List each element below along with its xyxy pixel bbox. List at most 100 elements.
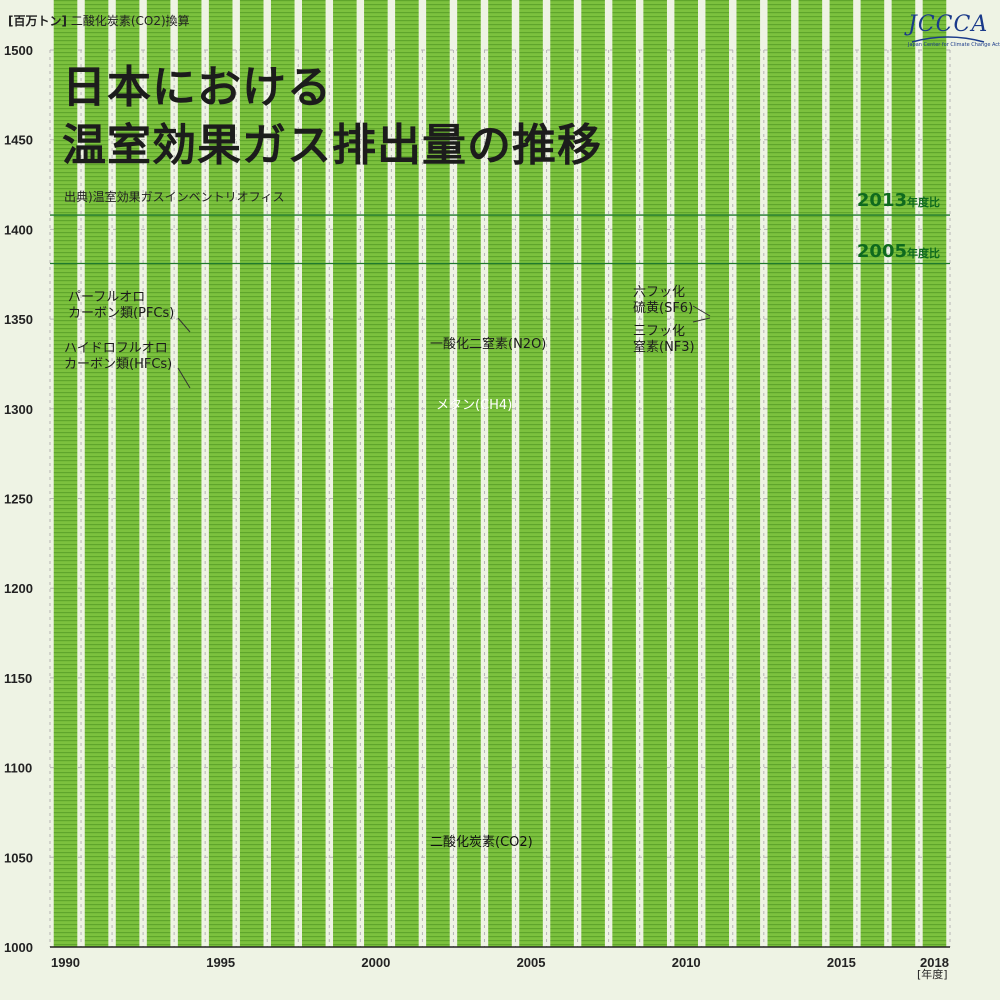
label-nf3-line1: 三フッ化 — [633, 324, 686, 339]
bar-segment-co2 — [736, 0, 761, 948]
bar-2004 — [488, 0, 512, 947]
label-pfc-line1: パーフルオロ — [68, 290, 146, 305]
jccca-logo: JCCCA Japan Center for Climate Change Ac… — [908, 12, 1000, 56]
bar-segment-co2 — [767, 0, 792, 947]
bar-segment-co2 — [829, 0, 854, 947]
bar-segment-co2 — [581, 0, 605, 947]
x-tick-label: 2010 — [672, 955, 701, 970]
bar-segment-co2 — [457, 0, 481, 948]
y-tick-label: 1300 — [4, 402, 33, 417]
y-tick-label: 1100 — [4, 761, 32, 776]
bar-1992 — [115, 0, 140, 947]
label-nf3: 三フッ化 窒素(NF3) — [633, 324, 695, 357]
bar-2000 — [364, 0, 388, 948]
bar-2013 — [767, 0, 792, 947]
y-tick-label: 1350 — [4, 312, 33, 327]
page-title-line2: 温室効果ガス排出量の推移 — [62, 120, 602, 171]
label-nf3-line2: 窒素(NF3) — [633, 340, 695, 356]
bar-2003 — [457, 0, 481, 948]
bar-2001 — [395, 0, 419, 947]
leader-pfc — [177, 317, 191, 333]
bar-2002 — [426, 0, 450, 947]
label-hfc-line1: ハイドロフルオロ — [64, 341, 168, 356]
y-tick-label: 1400 — [4, 222, 33, 237]
leader-lines — [177, 305, 711, 389]
label-hfc: ハイドロフルオロ カーボン類(HFCs) — [64, 341, 172, 374]
logo-text: JCCCA — [908, 12, 989, 37]
ref-2013-suffix: 年度比 — [907, 196, 940, 209]
page-title-line1: 日本における — [62, 62, 332, 113]
bar-1996 — [239, 0, 264, 947]
reference-lines — [50, 214, 950, 265]
bar-1998 — [302, 0, 326, 947]
bar-segment-co2 — [53, 0, 78, 947]
ref-2005-suffix: 年度比 — [907, 247, 940, 260]
bar-segment-co2 — [550, 0, 574, 947]
bar-segment-co2 — [146, 0, 171, 947]
bar-1994 — [177, 0, 202, 948]
leader-hfc — [177, 367, 191, 389]
ref-2005-year: 2005 — [856, 241, 907, 262]
ref-2005-label: 2005年度比 — [857, 241, 940, 262]
y-tick-label: 1450 — [4, 133, 33, 148]
bar-2006 — [550, 0, 574, 947]
bar-2016 — [860, 0, 885, 947]
bar-2018 — [922, 0, 947, 947]
label-pfc-line2: カーボン類(PFCs) — [68, 306, 175, 322]
bar-2007 — [581, 0, 605, 947]
bar-2009 — [643, 0, 667, 948]
axis-layer: 1000 1050 1100 1150 1200 1250 1300 1350 1400 1450… — [4, 43, 950, 970]
logo-arc-icon — [911, 36, 985, 43]
label-co2: 二酸化炭素(CO2) — [430, 835, 533, 850]
bar-segment-co2 — [922, 0, 947, 947]
y-tick-label: 1250 — [4, 492, 33, 507]
bar-segment-co2 — [302, 0, 326, 947]
label-pfc: パーフルオロ カーボン類(PFCs) — [68, 290, 174, 323]
label-n2o: 一酸化二窒素(N2O) — [430, 337, 547, 352]
source-note: 出典)温室効果ガスインベントリオフィス — [64, 190, 285, 204]
y-tick-label: 1200 — [4, 581, 33, 596]
ref-2013-year: 2013 — [856, 190, 907, 211]
bars-layer — [53, 0, 947, 948]
bar-2010 — [674, 0, 698, 947]
bar-segment-co2 — [705, 0, 730, 947]
x-tick-label: 2005 — [517, 955, 546, 970]
bar-2015 — [829, 0, 854, 947]
y-tick-label: 1000 — [4, 940, 33, 955]
x-axis-unit: [年度] — [917, 968, 948, 981]
bar-1999 — [333, 0, 357, 948]
bar-2005 — [519, 0, 543, 947]
label-sf6: 六フッ化 硫黄(SF6) — [633, 285, 693, 318]
x-tick-label: 2015 — [827, 955, 856, 970]
label-ch4: メタン(CH4) — [436, 398, 513, 413]
leader-sf6 — [692, 305, 711, 317]
ref-2013-label: 2013年度比 — [857, 190, 940, 211]
bar-segment-co2 — [364, 0, 388, 948]
bar-2017 — [891, 0, 916, 947]
x-tick-label: 2000 — [361, 955, 390, 970]
bar-segment-co2 — [860, 0, 885, 947]
bar-1993 — [146, 0, 171, 947]
bar-segment-co2 — [612, 0, 636, 947]
x-tick-label: 2018 — [920, 955, 949, 970]
x-tick-label: 1995 — [206, 955, 235, 970]
y-tick-label: 1150 — [4, 671, 32, 686]
bar-segment-co2 — [177, 0, 202, 948]
bar-1995 — [208, 0, 233, 947]
bar-1990 — [53, 0, 78, 947]
y-tick-label: 1500 — [4, 43, 33, 58]
label-hfc-line2: カーボン類(HFCs) — [64, 357, 173, 373]
bar-segment-co2 — [488, 0, 512, 947]
bar-segment-co2 — [891, 0, 916, 947]
bar-segment-co2 — [270, 0, 295, 948]
bar-segment-co2 — [798, 0, 823, 947]
logo-subtext: Japan Center for Climate Change Actions — [908, 42, 1000, 48]
bar-segment-co2 — [674, 0, 698, 947]
bar-2012 — [736, 0, 761, 948]
y-tick-label: 1050 — [4, 850, 33, 865]
bar-segment-co2 — [519, 0, 543, 947]
bar-segment-co2 — [426, 0, 450, 947]
label-sf6-line1: 六フッ化 — [633, 285, 686, 300]
y-axis-unit: [百万トン] 二酸化炭素(CO2)換算 — [8, 14, 190, 28]
